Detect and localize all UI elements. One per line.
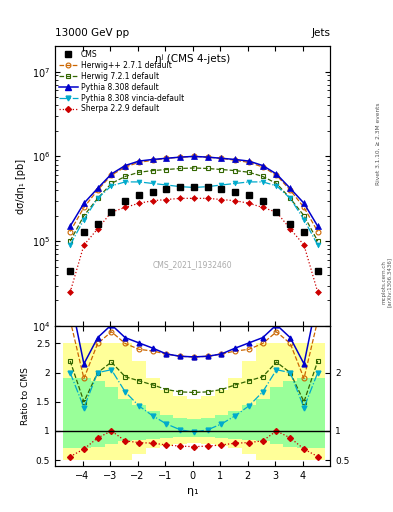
X-axis label: η₁: η₁ — [187, 486, 198, 496]
Legend: CMS, Herwig++ 2.7.1 default, Herwig 7.2.1 default, Pythia 8.308 default, Pythia : CMS, Herwig++ 2.7.1 default, Herwig 7.2.… — [57, 48, 186, 115]
Text: 13000 GeV pp: 13000 GeV pp — [55, 28, 129, 38]
Text: Rivet 3.1.10, ≥ 2.3M events: Rivet 3.1.10, ≥ 2.3M events — [376, 102, 380, 185]
Text: mcplots.cern.ch: mcplots.cern.ch — [382, 260, 387, 304]
Y-axis label: dσ/dη₁ [pb]: dσ/dη₁ [pb] — [16, 159, 26, 214]
Text: Jets: Jets — [311, 28, 330, 38]
Text: ηʲ (CMS 4-jets): ηʲ (CMS 4-jets) — [155, 54, 230, 65]
Text: CMS_2021_I1932460: CMS_2021_I1932460 — [153, 260, 232, 269]
Y-axis label: Ratio to CMS: Ratio to CMS — [21, 367, 30, 425]
Text: [arXiv:1306.3436]: [arXiv:1306.3436] — [387, 257, 391, 307]
